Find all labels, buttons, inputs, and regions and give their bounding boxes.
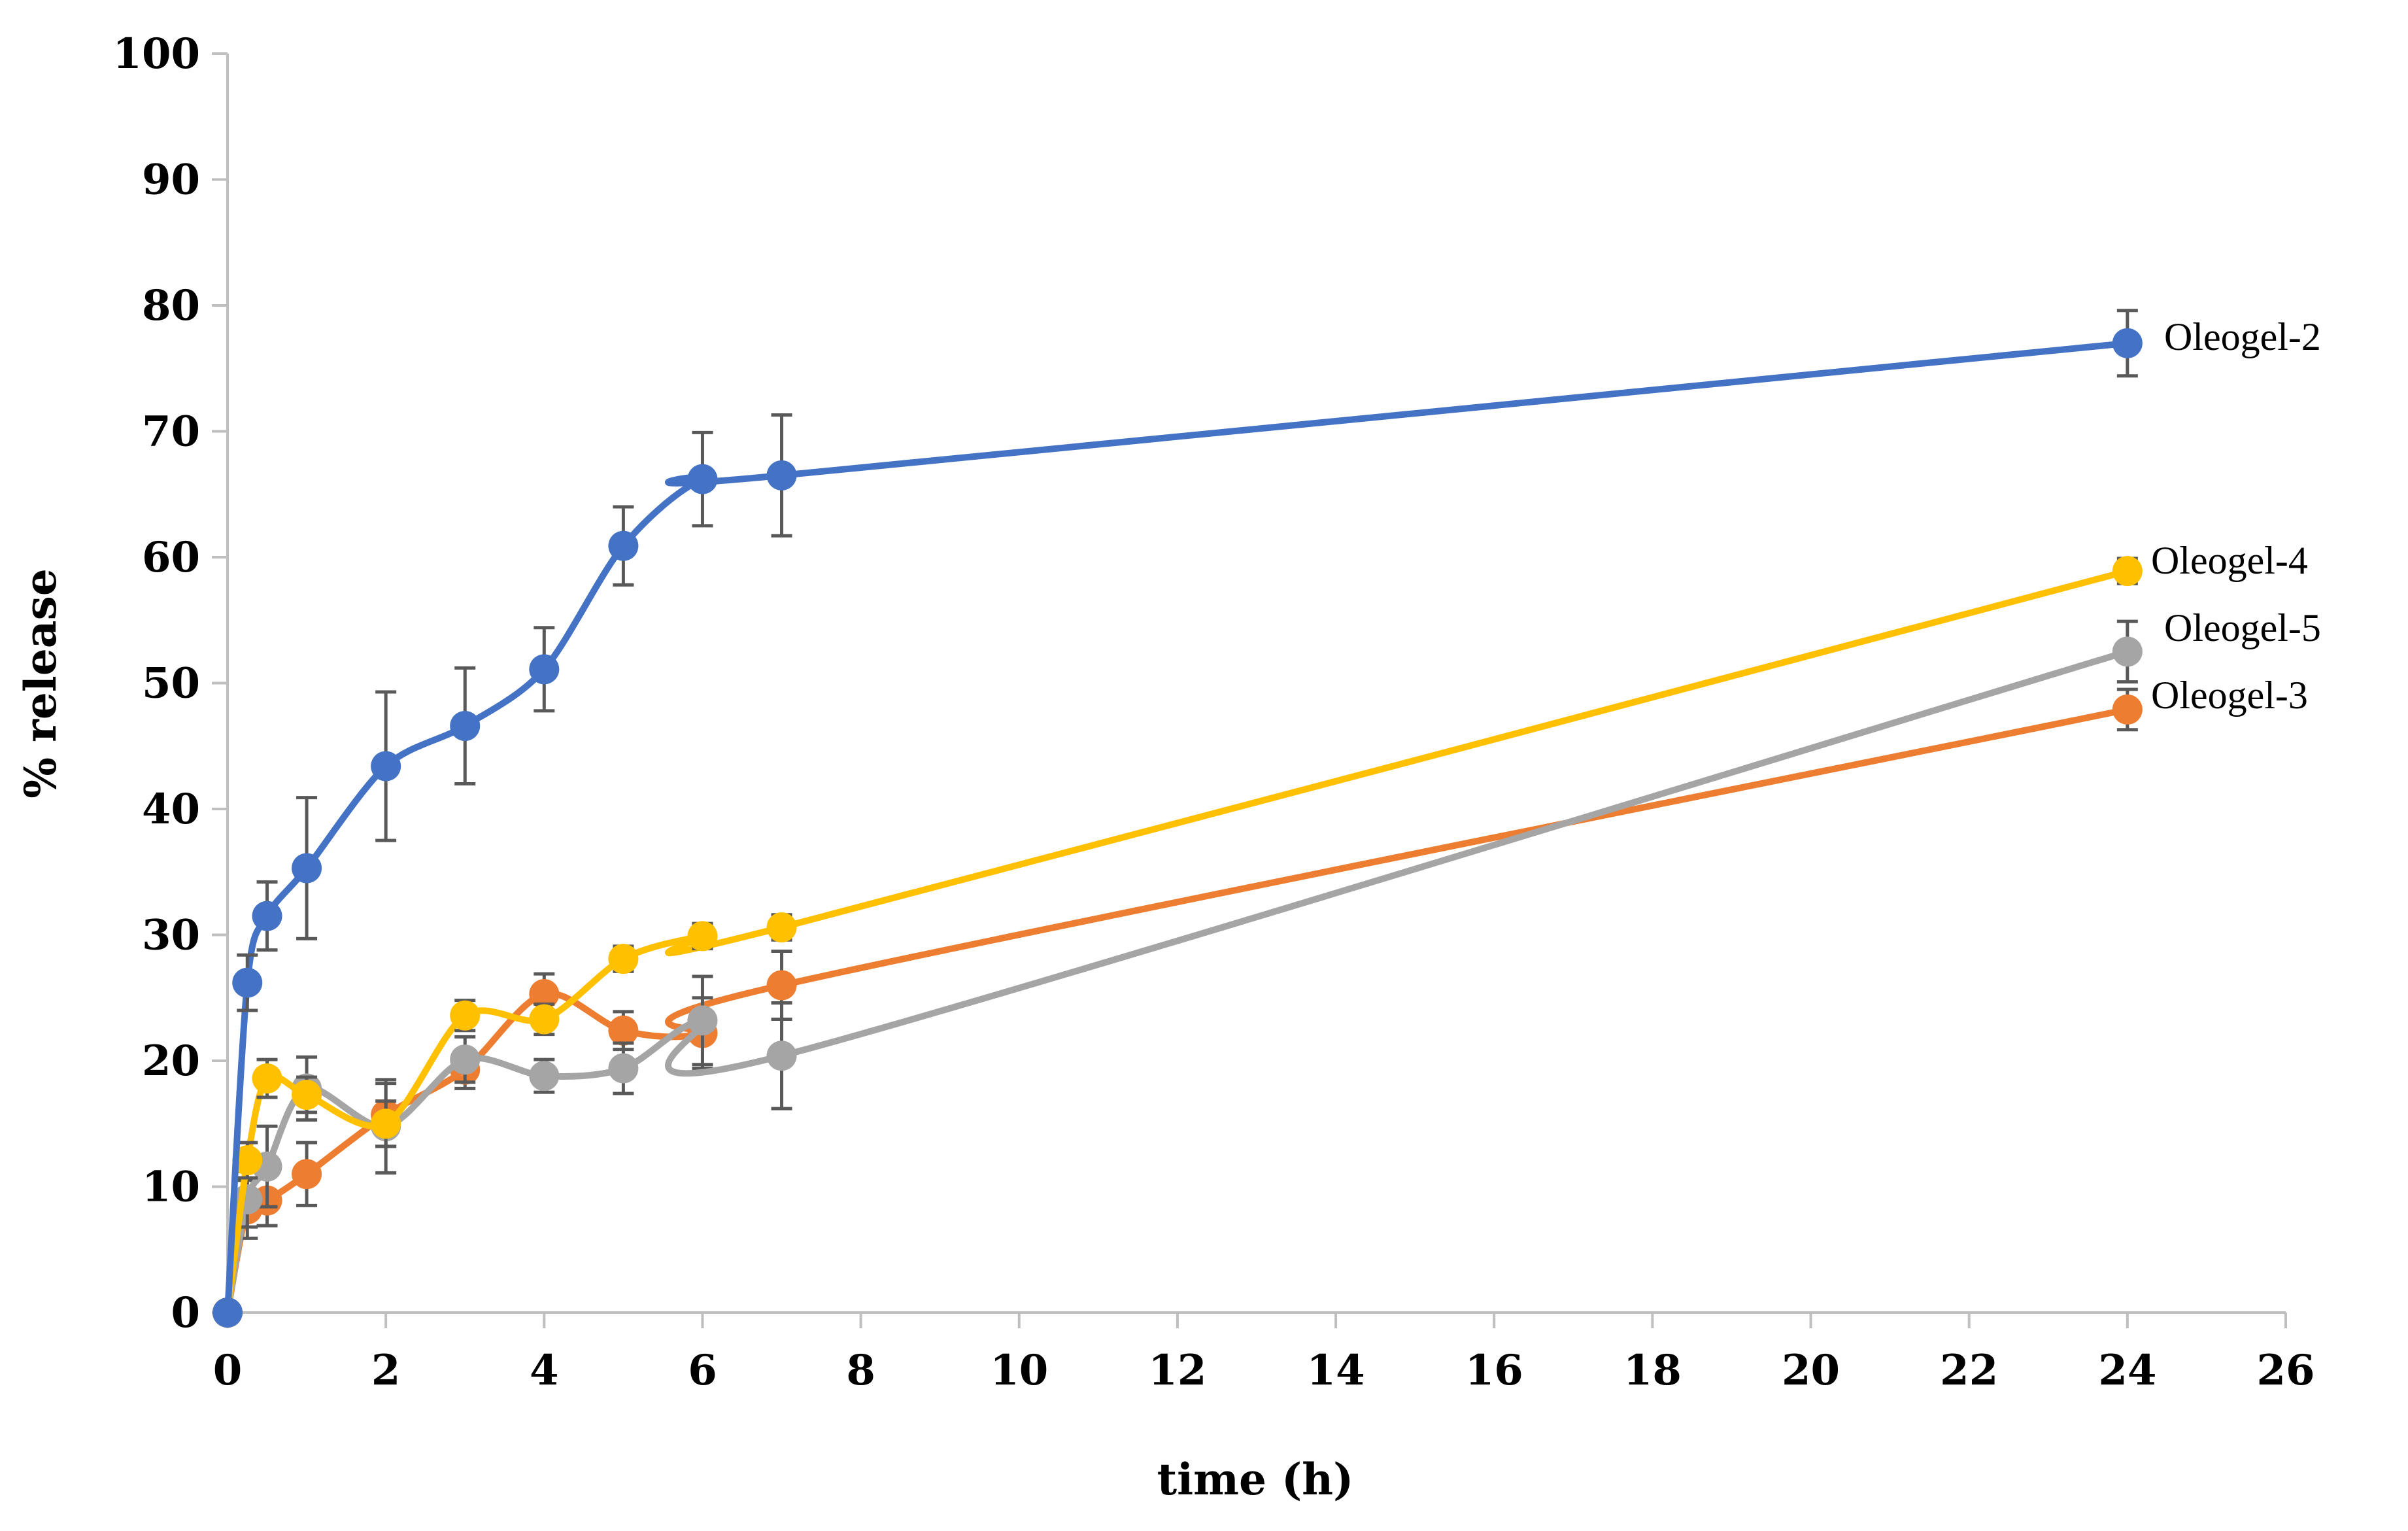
- y-axis-title: % release: [15, 568, 66, 798]
- series-oleogel-3: [212, 687, 2143, 1328]
- data-point-oleogel-3: [292, 1159, 322, 1190]
- data-point-oleogel-3: [2112, 694, 2143, 725]
- y-tick-label: 20: [142, 1037, 200, 1086]
- x-tick-label: 20: [1782, 1346, 1840, 1395]
- x-tick-label: 0: [213, 1346, 243, 1395]
- data-point-oleogel-4: [687, 921, 718, 952]
- y-tick-label: 90: [142, 156, 200, 205]
- data-point-oleogel-2: [450, 710, 481, 741]
- y-tick-label: 40: [142, 785, 200, 834]
- x-tick-label: 22: [1940, 1346, 1998, 1395]
- legend-label-oleogel-4: Oleogel-4: [2151, 539, 2308, 582]
- data-point-oleogel-5: [2112, 636, 2143, 667]
- series-layer: [212, 309, 2143, 1328]
- x-axis-title: time (h): [1157, 1454, 1354, 1505]
- y-tick-label: 10: [142, 1163, 200, 1212]
- y-tick-label: 50: [142, 659, 200, 708]
- x-tick-label: 24: [2098, 1346, 2156, 1395]
- x-tick-label: 12: [1148, 1346, 1206, 1395]
- series-line-oleogel-2: [224, 339, 2131, 1316]
- data-point-oleogel-3: [608, 1015, 639, 1046]
- data-point-oleogel-4: [608, 944, 639, 974]
- data-point-oleogel-2: [2112, 328, 2143, 358]
- data-point-oleogel-5: [450, 1044, 481, 1075]
- data-point-oleogel-3: [529, 978, 560, 1009]
- legend-label-oleogel-2: Oleogel-2: [2164, 315, 2321, 358]
- data-point-oleogel-3: [766, 970, 797, 1001]
- data-point-oleogel-2: [292, 853, 322, 884]
- x-tick-label: 2: [371, 1346, 401, 1395]
- data-point-oleogel-5: [608, 1053, 639, 1084]
- series-oleogel-2: [212, 309, 2143, 1328]
- x-tick-label: 18: [1623, 1346, 1682, 1395]
- series-line-oleogel-3: [224, 706, 2131, 1316]
- y-tick-label: 0: [171, 1288, 200, 1337]
- data-point-oleogel-2: [212, 1298, 243, 1328]
- data-point-oleogel-4: [252, 1063, 282, 1093]
- y-tick-label: 30: [142, 911, 200, 960]
- series-line-oleogel-5: [224, 648, 2131, 1316]
- data-point-oleogel-5: [687, 1005, 718, 1036]
- data-point-oleogel-2: [371, 751, 401, 782]
- x-tick-label: 10: [990, 1346, 1048, 1395]
- data-point-oleogel-2: [529, 654, 560, 685]
- x-tick-label: 6: [688, 1346, 717, 1395]
- x-tick-label: 16: [1465, 1346, 1523, 1395]
- data-point-oleogel-2: [252, 901, 282, 931]
- x-tick-label: 26: [2256, 1346, 2315, 1395]
- x-tick-label: 8: [846, 1346, 875, 1395]
- y-tick-label: 70: [142, 407, 200, 456]
- data-point-oleogel-5: [766, 1041, 797, 1071]
- data-point-oleogel-4: [766, 912, 797, 942]
- series-oleogel-5: [212, 619, 2143, 1328]
- data-point-oleogel-2: [608, 530, 639, 561]
- legend-label-oleogel-5: Oleogel-5: [2164, 606, 2321, 649]
- data-point-oleogel-5: [529, 1061, 560, 1092]
- y-tick-label: 60: [142, 533, 200, 582]
- data-point-oleogel-2: [687, 464, 718, 494]
- data-point-oleogel-2: [232, 967, 263, 998]
- data-point-oleogel-4: [529, 1004, 560, 1035]
- x-tick-label: 14: [1307, 1346, 1365, 1395]
- data-point-oleogel-4: [2112, 556, 2143, 587]
- y-tick-label: 80: [142, 281, 200, 330]
- legend-label-oleogel-3: Oleogel-3: [2151, 674, 2308, 717]
- data-point-oleogel-4: [292, 1079, 322, 1110]
- data-point-oleogel-4: [232, 1145, 263, 1176]
- data-point-oleogel-4: [450, 1000, 481, 1031]
- y-tick-label: 100: [112, 29, 200, 78]
- legend: Oleogel-2 Oleogel-4 Oleogel-5 Oleogel-3: [2151, 315, 2321, 717]
- data-point-oleogel-2: [766, 460, 797, 490]
- x-tick-label: 4: [530, 1346, 559, 1395]
- data-point-oleogel-4: [371, 1109, 401, 1139]
